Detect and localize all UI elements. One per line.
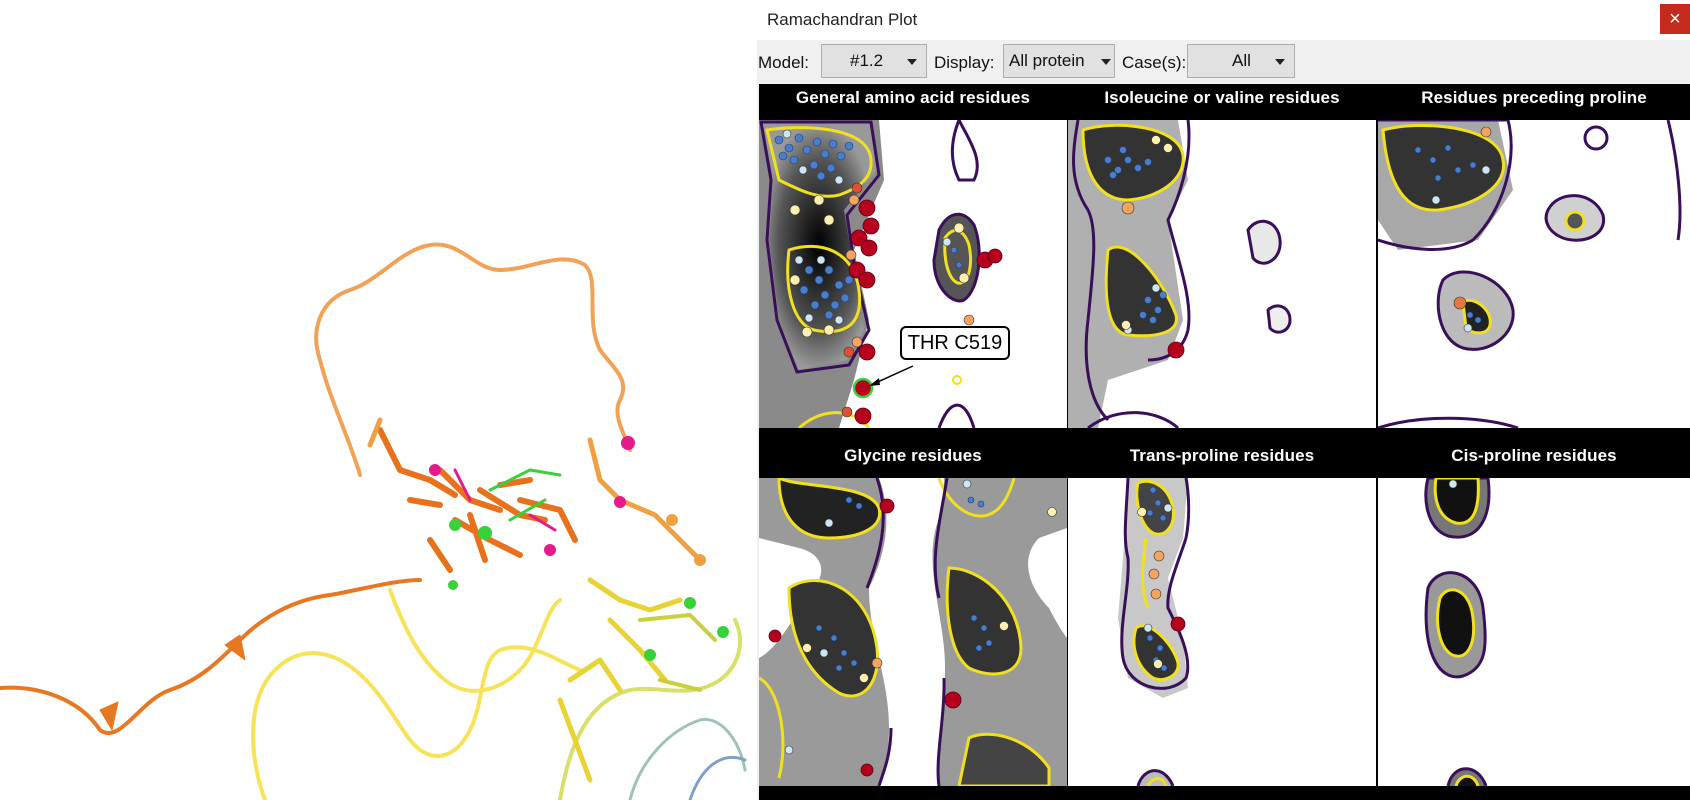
panel-pre-proline[interactable]: Residues preceding proline <box>1378 84 1690 442</box>
model-label: Model: <box>758 53 810 72</box>
model-value: #1.2 <box>850 51 884 70</box>
molecular-viewport[interactable] <box>0 0 757 800</box>
panel-glycine[interactable]: Glycine residues <box>759 442 1067 800</box>
residue-callout: THR C519 <box>900 326 1010 360</box>
panel-trans-proline[interactable]: Trans-proline residues <box>1068 442 1376 800</box>
title-bar: Ramachandran Plot × <box>757 0 1690 40</box>
panel-general[interactable]: General amino acid residues <box>759 84 1067 442</box>
close-button[interactable]: × <box>1660 4 1690 34</box>
panel-ile-val[interactable]: Isoleucine or valine residues <box>1068 84 1376 442</box>
display-label: Display: <box>934 53 995 72</box>
chevron-down-icon <box>1275 59 1285 65</box>
plot-area[interactable] <box>1378 478 1690 786</box>
panel-title: Cis-proline residues <box>1451 446 1617 465</box>
display-dropdown[interactable]: All protein <box>1003 44 1115 78</box>
plots-grid: General amino acid residues <box>759 84 1690 800</box>
plot-area[interactable] <box>1378 120 1690 428</box>
chevron-down-icon <box>1101 59 1111 65</box>
close-icon: × <box>1669 8 1681 30</box>
model-dropdown[interactable]: #1.2 <box>821 44 927 78</box>
cases-dropdown[interactable]: All <box>1187 44 1295 78</box>
cases-label: Case(s): <box>1122 53 1187 72</box>
ramachandran-window: Ramachandran Plot × Model: #1.2 Display:… <box>757 0 1690 800</box>
panel-cis-proline[interactable]: Cis-proline residues <box>1378 442 1690 800</box>
plot-area[interactable] <box>1068 120 1376 428</box>
panel-title: Trans-proline residues <box>1129 446 1315 465</box>
toolbar: Model: #1.2 Display: All protein Case(s)… <box>757 40 1690 84</box>
display-value: All protein <box>1009 51 1085 70</box>
plot-area[interactable] <box>759 120 1067 428</box>
window-title: Ramachandran Plot <box>767 10 918 29</box>
plot-area[interactable] <box>1068 478 1376 786</box>
panel-title: Isoleucine or valine residues <box>1104 88 1340 107</box>
chevron-down-icon <box>907 59 917 65</box>
panel-title: General amino acid residues <box>795 88 1031 107</box>
cases-value: All <box>1232 51 1251 70</box>
callout-label: THR C519 <box>907 332 1003 354</box>
panel-title: Residues preceding proline <box>1421 88 1647 107</box>
panel-title: Glycine residues <box>844 446 982 465</box>
plot-area[interactable] <box>759 478 1067 786</box>
